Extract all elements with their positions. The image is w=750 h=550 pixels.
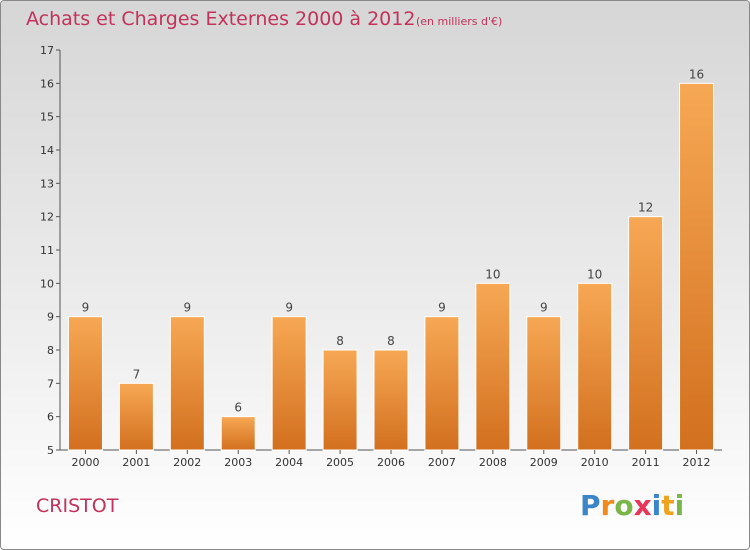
bar-2002 bbox=[169, 316, 205, 451]
bar-2001 bbox=[118, 382, 154, 451]
y-tick-label: 9 bbox=[47, 311, 54, 324]
x-tick-label-2000: 2000 bbox=[71, 456, 99, 469]
y-tick-label: 11 bbox=[40, 244, 54, 257]
bar-2006 bbox=[373, 349, 409, 451]
logo-letter: i bbox=[675, 489, 685, 522]
bar-2000 bbox=[67, 316, 103, 451]
y-tick-label: 12 bbox=[40, 211, 54, 224]
bar-2008 bbox=[475, 282, 511, 451]
value-label-2007: 9 bbox=[438, 301, 446, 315]
x-tick-label-2001: 2001 bbox=[122, 456, 150, 469]
value-label-2004: 9 bbox=[285, 301, 293, 315]
bars bbox=[67, 82, 715, 451]
y-ticks: 5 6 7 8 9 10 11 12 13 14 15 16 17 bbox=[40, 44, 60, 457]
x-tick-label-2011: 2011 bbox=[632, 456, 660, 469]
svg-text:Proxiti: Proxiti bbox=[580, 489, 684, 522]
value-label-2006: 8 bbox=[387, 334, 395, 348]
logo-letter: P bbox=[580, 489, 601, 522]
value-label-2000: 9 bbox=[82, 301, 90, 315]
bar-2003 bbox=[220, 416, 256, 451]
bar-2004 bbox=[271, 316, 307, 451]
x-tick-label-2009: 2009 bbox=[530, 456, 558, 469]
chart-subtitle: (en milliers d'€) bbox=[416, 15, 502, 28]
x-tick-label-2002: 2002 bbox=[173, 456, 201, 469]
value-label-2005: 8 bbox=[336, 334, 344, 348]
y-tick-label: 13 bbox=[40, 177, 54, 190]
value-label-2011: 12 bbox=[638, 201, 653, 215]
bar-2005 bbox=[322, 349, 358, 451]
x-ticks: 2000 2001 2002 2003 2004 2005 2006 2007 2008 2009… bbox=[71, 450, 711, 469]
x-tick-label-2007: 2007 bbox=[428, 456, 456, 469]
value-label-2010: 10 bbox=[587, 267, 602, 281]
y-tick-label: 17 bbox=[40, 44, 54, 57]
logo-letter: i bbox=[652, 489, 662, 522]
bar-2007 bbox=[424, 316, 460, 451]
value-label-2012: 16 bbox=[689, 67, 704, 81]
value-label-2003: 6 bbox=[234, 401, 242, 415]
y-tick-label: 10 bbox=[40, 277, 54, 290]
bar-2012 bbox=[679, 82, 715, 451]
y-tick-label: 5 bbox=[47, 444, 54, 457]
logo-letter: t bbox=[661, 489, 674, 522]
x-tick-label-2003: 2003 bbox=[224, 456, 252, 469]
value-labels: 9 7 9 6 9 8 8 9 10 9 10 12 16 bbox=[82, 67, 705, 414]
proxiti-logo: Proxiti bbox=[580, 489, 684, 522]
x-tick-label-2005: 2005 bbox=[326, 456, 354, 469]
x-tick-label-2008: 2008 bbox=[479, 456, 507, 469]
y-tick-label: 14 bbox=[40, 144, 54, 157]
x-tick-label-2012: 2012 bbox=[683, 456, 711, 469]
bar-2010 bbox=[577, 282, 613, 451]
y-tick-label: 15 bbox=[40, 111, 54, 124]
y-tick-label: 7 bbox=[47, 377, 54, 390]
logo-letter: o bbox=[614, 489, 633, 522]
y-tick-label: 8 bbox=[47, 344, 54, 357]
x-tick-label-2004: 2004 bbox=[275, 456, 303, 469]
value-label-2001: 7 bbox=[133, 367, 141, 381]
x-tick-label-2006: 2006 bbox=[377, 456, 405, 469]
y-tick-label: 6 bbox=[47, 411, 54, 424]
bar-2009 bbox=[526, 316, 562, 451]
commune-name: CRISTOT bbox=[36, 495, 119, 517]
value-label-2008: 10 bbox=[485, 267, 500, 281]
value-label-2002: 9 bbox=[183, 301, 191, 315]
logo-letter: x bbox=[634, 489, 652, 522]
x-tick-label-2010: 2010 bbox=[581, 456, 609, 469]
chart-title: Achats et Charges Externes 2000 à 2012 bbox=[26, 8, 415, 30]
value-label-2009: 9 bbox=[540, 301, 548, 315]
y-tick-label: 16 bbox=[40, 77, 54, 90]
logo-letter: r bbox=[601, 489, 615, 522]
bar-2011 bbox=[628, 216, 664, 451]
